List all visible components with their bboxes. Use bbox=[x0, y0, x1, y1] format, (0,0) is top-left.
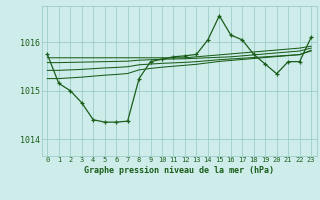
X-axis label: Graphe pression niveau de la mer (hPa): Graphe pression niveau de la mer (hPa) bbox=[84, 166, 274, 175]
